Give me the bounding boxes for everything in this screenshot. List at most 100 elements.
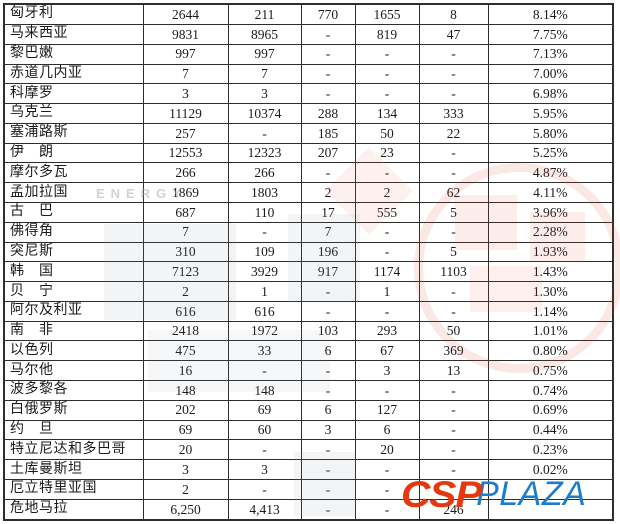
value-cell: -	[300, 63, 356, 85]
share-cell: 2.28%	[487, 221, 614, 243]
value-cell: 7123	[142, 261, 229, 283]
value-cell: 257	[142, 122, 229, 144]
value-cell: 9831	[142, 23, 229, 45]
share-cell: 5.25%	[487, 142, 614, 164]
value-cell: -	[354, 478, 420, 500]
value-cell: 997	[227, 43, 302, 65]
country-cell: 危地马拉	[3, 498, 144, 521]
value-cell: -	[300, 478, 356, 500]
value-cell: -	[300, 23, 356, 45]
value-cell: 127	[354, 399, 420, 421]
value-cell: -	[300, 439, 356, 461]
value-cell: 5	[418, 241, 489, 263]
country-cell: 韩 国	[3, 261, 144, 283]
table-row: 科摩罗 3 3- - -6.98%	[3, 83, 614, 105]
share-cell: 3.96%	[487, 201, 614, 223]
value-cell: -	[418, 399, 489, 421]
country-data-table: 匈牙利 2644 211 770 1655 8 8.14% 马来西亚 9831 8965-819 4…	[3, 3, 614, 521]
value-cell: 50	[418, 320, 489, 342]
value-cell: 1655	[354, 3, 420, 25]
country-cell: 突尼斯	[3, 241, 144, 263]
value-cell: 7	[300, 221, 356, 243]
value-cell: -	[227, 360, 302, 382]
value-cell: 11129	[142, 103, 229, 124]
table-row: 贝 宁 2 1-1-1.30%	[3, 281, 614, 302]
value-cell: -	[354, 43, 420, 65]
value-cell: -	[300, 162, 356, 184]
table-row: 佛得角 7-7- -2.28%	[3, 221, 614, 243]
table-row: 马来西亚 9831 8965-819 47 7.75%	[3, 23, 614, 45]
country-cell: 特立尼达和多巴哥	[3, 439, 144, 461]
country-cell: 马来西亚	[3, 23, 144, 45]
value-cell: 8965	[227, 23, 302, 45]
value-cell: 10374	[227, 103, 302, 124]
value-cell: 134	[354, 103, 420, 124]
table-row: 以色列 475 33 6 67 369 0.80%	[3, 340, 614, 362]
value-cell: 62	[418, 182, 489, 203]
value-cell: 2	[354, 182, 420, 203]
value-cell: 12323	[227, 142, 302, 164]
country-cell: 古 巴	[3, 201, 144, 223]
table-row: 厄立特里亚国 2- - -	[3, 478, 614, 500]
value-cell: 7	[142, 221, 229, 243]
share-cell	[487, 498, 614, 521]
value-cell: -	[418, 380, 489, 401]
value-cell: 22	[418, 122, 489, 144]
country-cell: 佛得角	[3, 221, 144, 243]
value-cell	[418, 478, 489, 500]
country-cell: 马尔他	[3, 360, 144, 382]
value-cell: 917	[300, 261, 356, 283]
value-cell: 288	[300, 103, 356, 124]
value-cell: 1174	[354, 261, 420, 283]
table-row: 塞浦路斯 257-185 50 22 5.80%	[3, 122, 614, 144]
value-cell: 12553	[142, 142, 229, 164]
value-cell: 148	[142, 380, 229, 401]
value-cell: -	[300, 281, 356, 302]
value-cell: 7	[142, 63, 229, 85]
value-cell: 3	[300, 419, 356, 441]
table-row: 危地马拉 6,250 4,413- -246	[3, 498, 614, 521]
share-cell: 0.02%	[487, 459, 614, 480]
value-cell: -	[227, 122, 302, 144]
value-cell: 997	[142, 43, 229, 65]
value-cell: -	[354, 241, 420, 263]
value-cell: -	[418, 459, 489, 480]
value-cell: 1972	[227, 320, 302, 342]
value-cell: -	[418, 221, 489, 243]
value-cell: 2	[300, 182, 356, 203]
value-cell: 185	[300, 122, 356, 144]
value-cell: -	[418, 83, 489, 105]
value-cell: 2	[142, 281, 229, 302]
value-cell: 7	[227, 63, 302, 85]
value-cell: 6	[300, 340, 356, 362]
value-cell: 13	[418, 360, 489, 382]
value-cell: 369	[418, 340, 489, 362]
value-cell: -	[300, 459, 356, 480]
value-cell: 1103	[418, 261, 489, 283]
value-cell: -	[418, 43, 489, 65]
table-row: 摩尔多瓦 266 266- - -4.87%	[3, 162, 614, 184]
value-cell: 16	[142, 360, 229, 382]
table-row: 约 旦 69 60 3 6-0.44%	[3, 419, 614, 441]
share-cell: 1.43%	[487, 261, 614, 283]
table-row: 孟加拉国 1869 1803 2 2 62 4.11%	[3, 182, 614, 203]
table-row: 南 非 2418 1972 103 293 50 1.01%	[3, 320, 614, 342]
value-cell: 207	[300, 142, 356, 164]
country-cell: 厄立特里亚国	[3, 478, 144, 500]
share-cell: 0.74%	[487, 380, 614, 401]
value-cell: 2418	[142, 320, 229, 342]
share-cell: 0.69%	[487, 399, 614, 421]
value-cell: -	[354, 380, 420, 401]
share-cell: 1.93%	[487, 241, 614, 263]
country-cell: 乌克兰	[3, 103, 144, 124]
value-cell: 17	[300, 201, 356, 223]
value-cell: 4,413	[227, 498, 302, 521]
value-cell: 103	[300, 320, 356, 342]
value-cell: 6	[354, 419, 420, 441]
country-cell: 波多黎各	[3, 380, 144, 401]
table-row: 黎巴嫩 997 997- - -7.13%	[3, 43, 614, 65]
country-cell: 以色列	[3, 340, 144, 362]
country-cell: 科摩罗	[3, 83, 144, 105]
value-cell: 555	[354, 201, 420, 223]
country-cell: 贝 宁	[3, 281, 144, 302]
